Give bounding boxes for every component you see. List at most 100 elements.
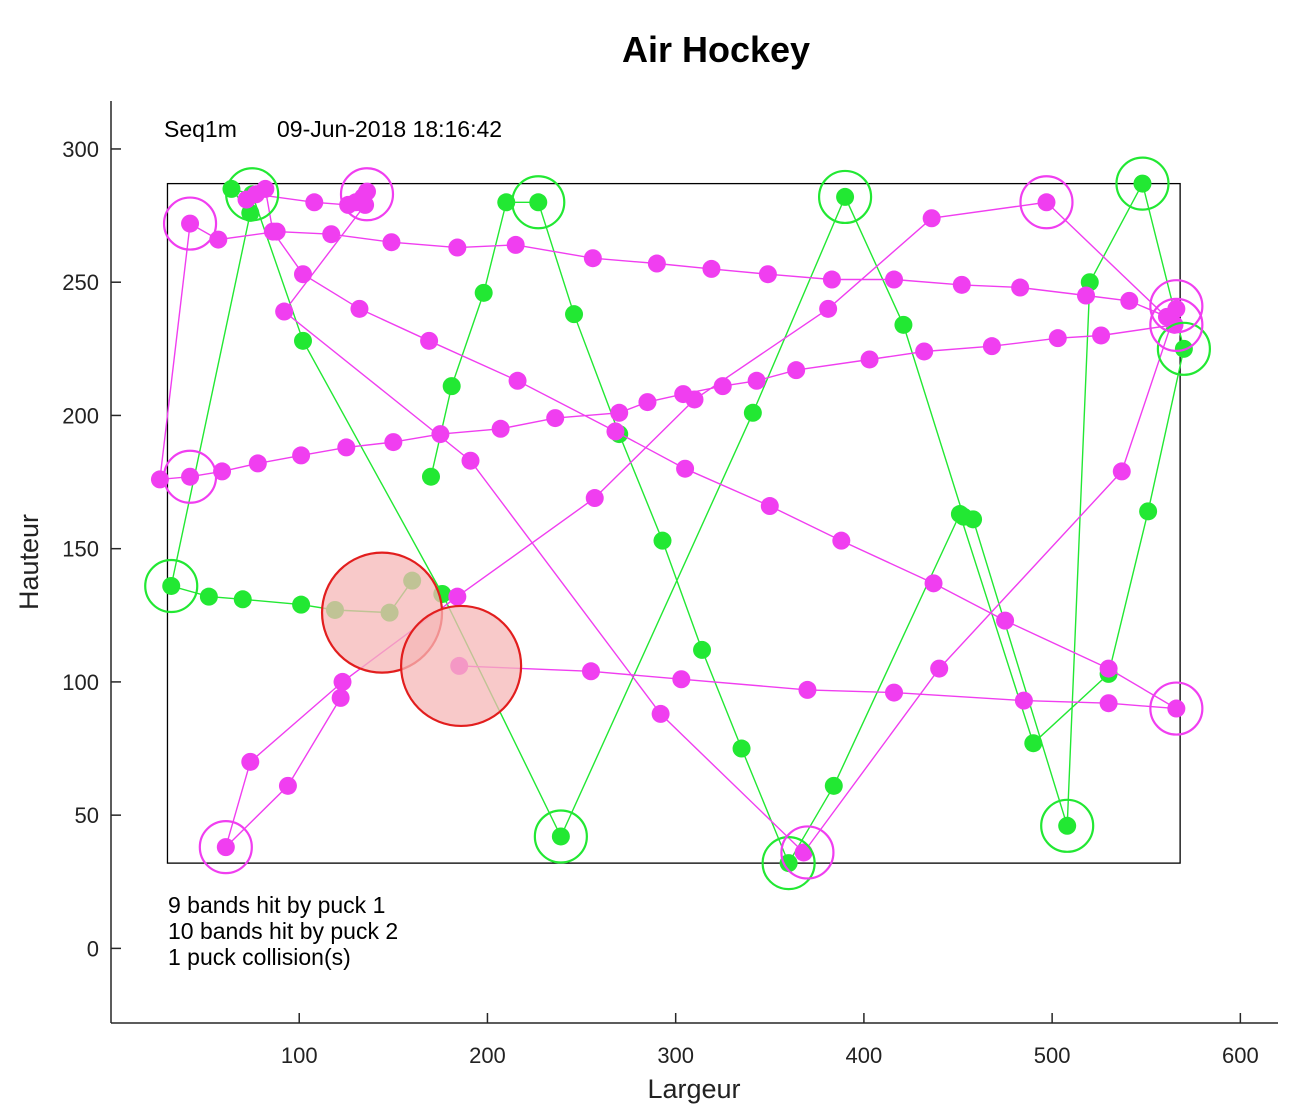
puck-2-point (1011, 278, 1030, 297)
x-tick-label: 600 (1222, 1043, 1259, 1068)
band-hit-markers (144, 156, 1211, 891)
puck-1-band-hit (1156, 321, 1211, 376)
puck-2-point (356, 195, 375, 214)
puck-2-point (216, 838, 235, 857)
puck-2-point (322, 225, 341, 244)
puck-2-point (350, 299, 369, 318)
y-tick-label: 150 (62, 537, 99, 562)
y-tick-label: 300 (62, 137, 99, 162)
puck-1-point (497, 193, 516, 212)
x-tick-label: 200 (469, 1043, 506, 1068)
puck-2-point (819, 299, 838, 318)
puck-2-point (292, 446, 311, 465)
puck-2-point (758, 265, 777, 284)
puck-1-point (950, 505, 969, 524)
puck-2-point (181, 214, 200, 233)
puck-1-point (233, 590, 252, 609)
puck-2-point (672, 670, 691, 689)
puck-2-band-hit (1019, 175, 1074, 230)
puck-2-point (508, 371, 527, 390)
puck-1-point (743, 403, 762, 422)
puck-1-point (199, 587, 218, 606)
puck-2-point (798, 680, 817, 699)
puck-2-point (676, 459, 695, 478)
puck-1-band-hit (1115, 156, 1170, 211)
puck-2-band-hit (1149, 681, 1204, 736)
puck-1-point (1024, 734, 1043, 753)
stat-line-2: 10 bands hit by puck 2 (168, 918, 398, 944)
puck-2-point (382, 233, 401, 252)
puck-2-point (982, 337, 1001, 356)
puck-1-point (162, 576, 181, 595)
puck-2-point (1099, 694, 1118, 713)
y-tick-label: 250 (62, 270, 99, 295)
series-layer (150, 174, 1193, 873)
puck-2-point (293, 265, 312, 284)
puck-2-band-hit (780, 825, 835, 880)
puck-2-point (461, 451, 480, 470)
x-tick-label: 500 (1034, 1043, 1071, 1068)
axes (110, 101, 1278, 1024)
x-tick-label: 300 (657, 1043, 694, 1068)
puck-2-point (1014, 691, 1033, 710)
puck-2-point (1112, 462, 1131, 481)
puck-1-band-hit (761, 836, 816, 891)
x-tick-label: 400 (846, 1043, 883, 1068)
puck-2-point (248, 454, 267, 473)
table-boundary (166, 182, 1181, 864)
puck-1-point (474, 283, 493, 302)
puck-1-band-hit (144, 558, 199, 614)
puck-2-point (747, 371, 766, 390)
puck-2-band-hit (162, 449, 218, 504)
puck-2-point (787, 361, 806, 380)
puck-2-point (1120, 291, 1139, 310)
puck-2-point (930, 659, 949, 678)
sequence-name: Seq1m (164, 116, 237, 142)
puck-2-point (702, 259, 721, 278)
puck-2-point (1048, 329, 1067, 348)
puck-2-point (241, 752, 260, 771)
puck-2-point (491, 419, 510, 438)
puck-2-point (1099, 659, 1118, 678)
puck-2-point (420, 331, 439, 350)
puck-2-point (1092, 326, 1111, 345)
puck-1-point (1058, 816, 1077, 835)
puck-2-point (794, 843, 813, 862)
puck-2-point (181, 467, 200, 486)
puck-2-point (209, 230, 228, 249)
puck-2-point (305, 193, 324, 212)
puck-2-point (685, 390, 704, 409)
x-axis-label: Largeur (647, 1074, 740, 1104)
puck-1-point (421, 467, 440, 486)
puck-2-point (506, 235, 525, 254)
puck-2-point (448, 238, 467, 257)
x-tick-label: 100 (281, 1043, 318, 1068)
puck-2-point (915, 342, 934, 361)
puck-1-band-hit (1040, 798, 1095, 853)
y-tick-label: 200 (62, 403, 99, 428)
puck-2-point (651, 704, 670, 723)
puck-1-point (653, 531, 672, 550)
puck-2-point (606, 422, 625, 441)
puck-2-point (860, 350, 879, 369)
puck-2-band-hit (162, 196, 218, 251)
puck-2-point (713, 377, 732, 396)
puck-2-point (275, 302, 294, 321)
puck-1-point (292, 595, 311, 614)
puck-1-trajectory (170, 181, 1185, 865)
puck-2-point (448, 587, 467, 606)
puck-2-point (431, 425, 450, 444)
puck-2-point (638, 393, 657, 412)
puck-2-band-hit (1149, 279, 1204, 334)
puck-2-point (885, 683, 904, 702)
puck-2-point (647, 254, 666, 273)
y-tick-label: 100 (62, 670, 99, 695)
puck-1-point (824, 776, 843, 795)
puck-2-point (384, 433, 403, 452)
puck-2-point (832, 531, 851, 550)
puck-1-point (565, 305, 584, 324)
ticks: 100 200 300 400 500 600 0 50 100 150 200 250 300 (62, 137, 1258, 1068)
y-tick-label: 50 (75, 803, 99, 828)
puck-1-point (732, 739, 751, 758)
